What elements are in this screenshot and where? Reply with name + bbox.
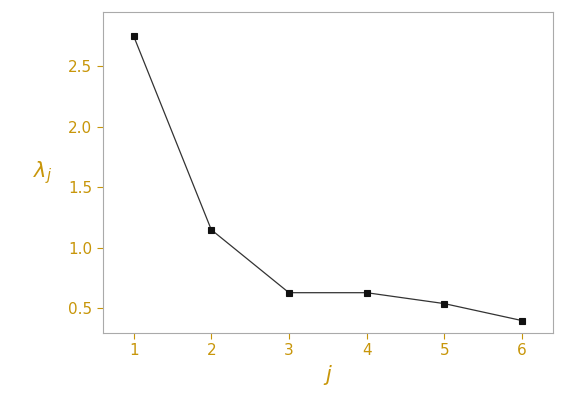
Y-axis label: $\lambda_j$: $\lambda_j$	[34, 159, 52, 186]
X-axis label: j: j	[325, 365, 331, 385]
